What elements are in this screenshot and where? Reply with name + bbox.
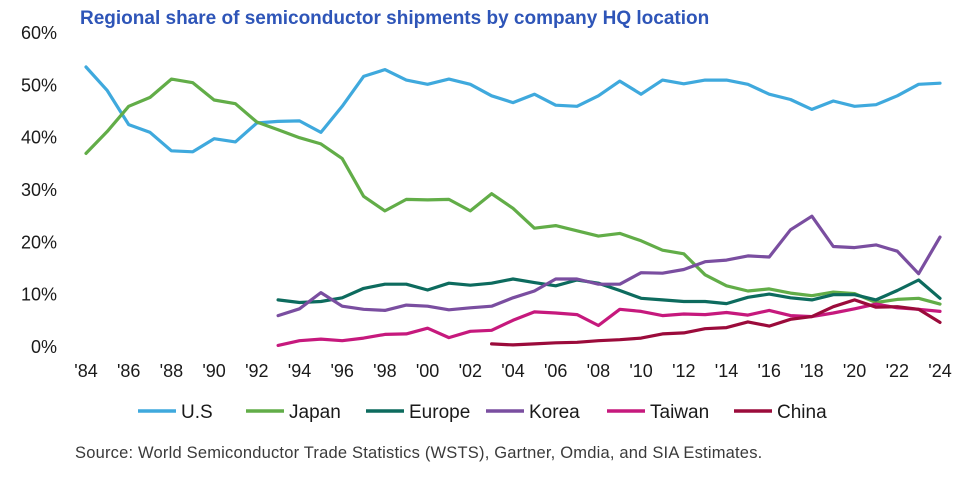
legend-label: Korea [529,402,580,423]
x-tick-label: '86 [117,361,140,381]
y-tick-label: 0% [31,337,57,357]
series-line-china [490,298,942,347]
x-tick-label: '12 [672,361,695,381]
source-note: Source: World Semiconductor Trade Statis… [75,444,763,462]
legend-item-korea: Korea [486,402,580,423]
x-tick-label: '16 [757,361,780,381]
x-tick-label: '10 [629,361,652,381]
legend: U.S Japan Europe Korea Taiwan China [138,402,827,423]
legend-label: Taiwan [650,402,709,423]
chart-title: Regional share of semiconductor shipment… [80,8,710,29]
y-axis-tick-labels: 0% 10% 20% 30% 40% 50% 60% [21,23,57,357]
y-tick-label: 40% [21,128,57,148]
x-tick-label: '04 [501,361,524,381]
x-tick-label: '90 [202,361,225,381]
x-tick-label: '14 [715,361,738,381]
y-tick-label: 20% [21,232,57,252]
legend-label: U.S [181,402,213,423]
series-line-japan [84,77,942,306]
x-tick-label: '08 [587,361,610,381]
x-tick-label: '22 [886,361,909,381]
x-axis-tick-labels: '84 '86 '88 '90 '92 '94 '96 '98 '00 '02 '04 '06 '08 '… [74,361,951,381]
series-line-taiwan [276,302,942,347]
x-tick-label: '06 [544,361,567,381]
legend-label: China [777,402,827,423]
x-tick-label: '88 [160,361,183,381]
x-tick-label: '00 [416,361,439,381]
x-tick-label: '02 [459,361,482,381]
x-tick-label: '92 [245,361,268,381]
y-tick-label: 60% [21,23,57,43]
series-line-u-s [84,65,942,154]
x-tick-label: '96 [330,361,353,381]
x-tick-label: '18 [800,361,823,381]
x-tick-label: '84 [74,361,97,381]
series-line-korea [276,214,942,318]
x-tick-label: '98 [373,361,396,381]
x-tick-label: '24 [928,361,951,381]
y-tick-label: 30% [21,180,57,200]
legend-item-taiwan: Taiwan [607,402,709,423]
legend-item-u-s: U.S [138,402,213,423]
y-tick-label: 50% [21,75,57,95]
legend-item-japan: Japan [246,402,341,423]
y-tick-label: 10% [21,285,57,305]
x-tick-label: '20 [843,361,866,381]
legend-label: Japan [289,402,341,423]
series-line-europe [276,277,942,306]
x-tick-label: '94 [288,361,311,381]
legend-item-europe: Europe [366,402,470,423]
legend-label: Europe [409,402,470,423]
series-lines [84,65,942,347]
legend-item-china: China [734,402,827,423]
